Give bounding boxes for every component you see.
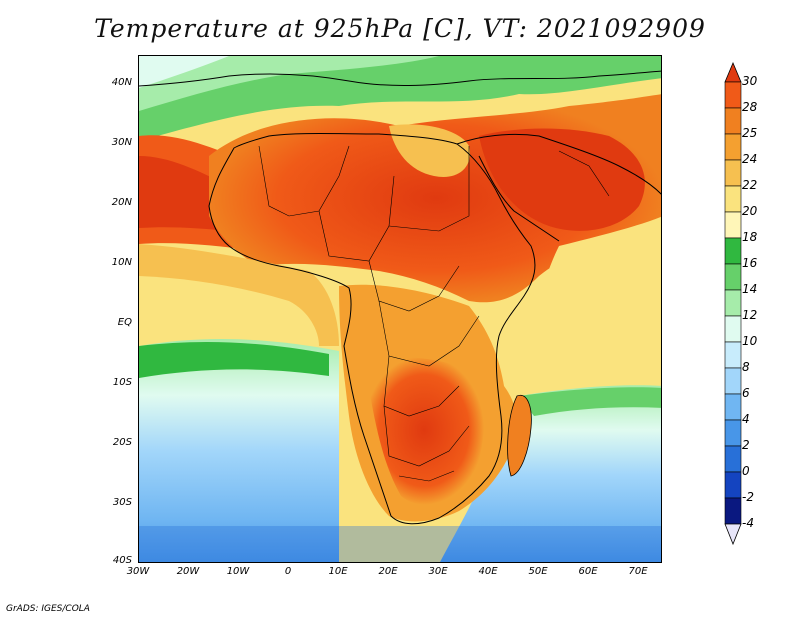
temperature-map	[138, 55, 662, 563]
colorbar-tick-label: 12	[742, 308, 758, 322]
lat-label-20s: 20S	[112, 437, 132, 448]
colorbar-tick-label: 4	[742, 412, 750, 426]
south-atlantic-field	[139, 339, 339, 562]
lon-label-0: 0	[284, 566, 292, 577]
indian-ocean-field	[534, 216, 661, 396]
colorbar-swatch	[724, 471, 742, 499]
footer-credit: GrADS: IGES/COLA	[6, 604, 90, 614]
lon-label-40e: 40E	[478, 566, 498, 577]
colorbar-swatch	[724, 107, 742, 135]
lat-label-10s: 10S	[112, 377, 132, 388]
southern-africa-hot-region	[364, 356, 485, 505]
colorbar-top-arrow	[724, 62, 742, 83]
colorbar-bottom-arrow	[724, 523, 742, 546]
colorbar-tick-label: 28	[742, 100, 758, 114]
colorbar-swatch	[724, 419, 742, 447]
colorbar-tick-label: 20	[742, 204, 758, 218]
colorbar-swatch	[724, 367, 742, 395]
atlantic-hot-core	[139, 156, 229, 231]
colorbar-tick-label: 30	[742, 74, 758, 88]
colorbar-tick-label: 2	[742, 438, 750, 452]
colorbar-tick-label: 10	[742, 334, 758, 348]
colorbar-swatches	[724, 62, 742, 546]
libya-cooler-patch	[389, 124, 470, 177]
chart-title: Temperature at 925hPa [C], VT: 202109290…	[94, 14, 706, 43]
colorbar-swatch	[724, 81, 742, 109]
lat-label-10n: 10N	[111, 257, 132, 268]
lat-label-40s: 40S	[112, 555, 132, 566]
lat-label-40n: 40N	[111, 77, 132, 88]
colorbar-swatch	[724, 263, 742, 291]
lat-label-30n: 30N	[111, 137, 132, 148]
colorbar-tick-label: -4	[742, 516, 754, 530]
madagascar	[507, 394, 532, 477]
lon-label-10e: 10E	[328, 566, 348, 577]
country-borders	[258, 145, 610, 482]
colorbar-swatch	[724, 211, 742, 239]
lon-label-30e: 30E	[428, 566, 448, 577]
lon-label-60e: 60E	[578, 566, 598, 577]
coastlines	[139, 70, 661, 525]
colorbar-swatch	[724, 393, 742, 421]
lat-label-eq: EQ	[117, 317, 132, 328]
temperature-field	[139, 56, 661, 562]
colorbar-tick-label: 8	[742, 360, 750, 374]
lon-label-70e: 70E	[628, 566, 648, 577]
colorbar-swatch	[724, 185, 742, 213]
south-indian-green-band	[519, 387, 661, 416]
colorbar-tick-label: 6	[742, 386, 750, 400]
south-atlantic-green-band	[139, 342, 329, 378]
equatorial-atlantic-field	[139, 276, 319, 346]
north-pale-band	[139, 56, 229, 88]
north-light-band	[139, 56, 439, 111]
lon-label-20e: 20E	[378, 566, 398, 577]
colorbar-swatch	[724, 341, 742, 369]
arabia-hot-core	[479, 128, 645, 231]
colorbar-tick-label: 22	[742, 178, 758, 192]
lon-label-30w: 30W	[126, 566, 150, 577]
colorbar-tick-label: 25	[742, 126, 758, 140]
colorbar-tick-label: 24	[742, 152, 758, 166]
colorbar-swatch	[724, 159, 742, 187]
lat-label-20n: 20N	[111, 197, 132, 208]
colorbar-tick-label: 16	[742, 256, 758, 270]
colorbar-tick-label: 0	[742, 464, 750, 478]
colorbar-tick-label: 14	[742, 282, 758, 296]
lon-label-50e: 50E	[528, 566, 548, 577]
lon-label-10w: 10W	[226, 566, 250, 577]
colorbar-swatch	[724, 289, 742, 317]
south-indian-field	[440, 385, 661, 562]
colorbar-swatch	[724, 445, 742, 473]
far-south-cold-band	[139, 526, 661, 562]
lon-label-20w: 20W	[176, 566, 200, 577]
colorbar-swatch	[724, 315, 742, 343]
colorbar-tick-label: -2	[742, 490, 754, 504]
colorbar-swatch	[724, 133, 742, 161]
colorbar-tick-label: 18	[742, 230, 758, 244]
colorbar-swatch	[724, 497, 742, 525]
north-green-band	[139, 56, 661, 141]
lat-label-30s: 30S	[112, 497, 132, 508]
colorbar-swatch	[724, 237, 742, 265]
colorbar	[724, 62, 742, 546]
